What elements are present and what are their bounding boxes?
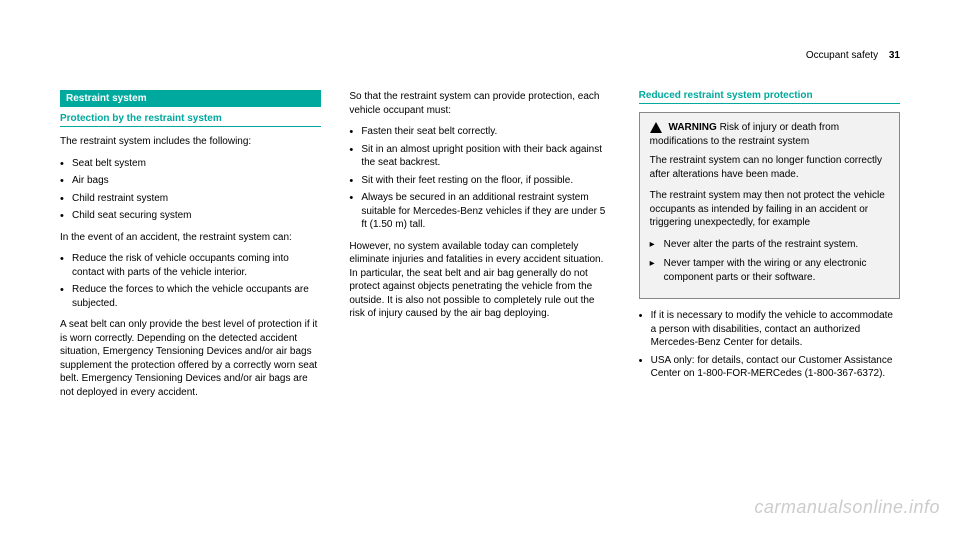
section-banner: Restraint system xyxy=(60,90,321,107)
bullet-list: If it is necessary to modify the vehicle… xyxy=(639,309,900,381)
page-number: 31 xyxy=(889,50,900,61)
column-2: So that the restraint system can provide… xyxy=(349,90,610,407)
list-item: Seat belt system xyxy=(60,157,321,171)
paragraph: The restraint system includes the follow… xyxy=(60,135,321,149)
content-columns: Restraint system Protection by the restr… xyxy=(60,90,900,407)
section-label: Occupant safety xyxy=(806,50,878,61)
bullet-list: Fasten their seat belt correctly. Sit in… xyxy=(349,125,610,232)
warning-box: WARNING Risk of injury or death from mod… xyxy=(639,112,900,299)
list-item: Child restraint system xyxy=(60,192,321,206)
paragraph: However, no system available today can c… xyxy=(349,240,610,321)
paragraph: So that the restraint system can provide… xyxy=(349,90,610,117)
bullet-list: Reduce the risk of vehicle occupants com… xyxy=(60,252,321,310)
bullet-list: Seat belt system Air bags Child restrain… xyxy=(60,157,321,223)
list-item: Sit with their feet resting on the floor… xyxy=(349,174,610,188)
list-item: Air bags xyxy=(60,174,321,188)
paragraph: A seat belt can only provide the best le… xyxy=(60,318,321,399)
arrow-list: Never alter the parts of the restraint s… xyxy=(650,238,889,285)
column-1: Restraint system Protection by the restr… xyxy=(60,90,321,407)
warning-icon xyxy=(650,122,662,133)
paragraph: In the event of an accident, the restrai… xyxy=(60,231,321,245)
list-item: USA only: for details, contact our Custo… xyxy=(639,354,900,381)
column-3: Reduced restraint system protection WARN… xyxy=(639,90,900,407)
warning-title-row: WARNING Risk of injury or death from mod… xyxy=(650,121,889,148)
list-item: Child seat securing system xyxy=(60,209,321,223)
list-item: Never alter the parts of the restraint s… xyxy=(650,238,889,252)
list-item: Fasten their seat belt correctly. xyxy=(349,125,610,139)
list-item: Reduce the risk of vehicle occupants com… xyxy=(60,252,321,279)
subheading-protection: Protection by the restraint system xyxy=(60,113,321,127)
list-item: Reduce the forces to which the vehicle o… xyxy=(60,283,321,310)
header-right: Occupant safety 31 xyxy=(806,50,900,61)
subheading-reduced: Reduced restraint system protection xyxy=(639,90,900,104)
paragraph: The restraint system can no longer funct… xyxy=(650,154,889,181)
list-item: Always be secured in an additional restr… xyxy=(349,191,610,232)
list-item: Sit in an almost upright position with t… xyxy=(349,143,610,170)
list-item: Never tamper with the wiring or any elec… xyxy=(650,257,889,284)
warning-label: WARNING xyxy=(668,122,716,133)
list-item: If it is necessary to modify the vehicle… xyxy=(639,309,900,350)
paragraph: The restraint system may then not protec… xyxy=(650,189,889,230)
watermark: carmanualsonline.info xyxy=(754,497,940,518)
